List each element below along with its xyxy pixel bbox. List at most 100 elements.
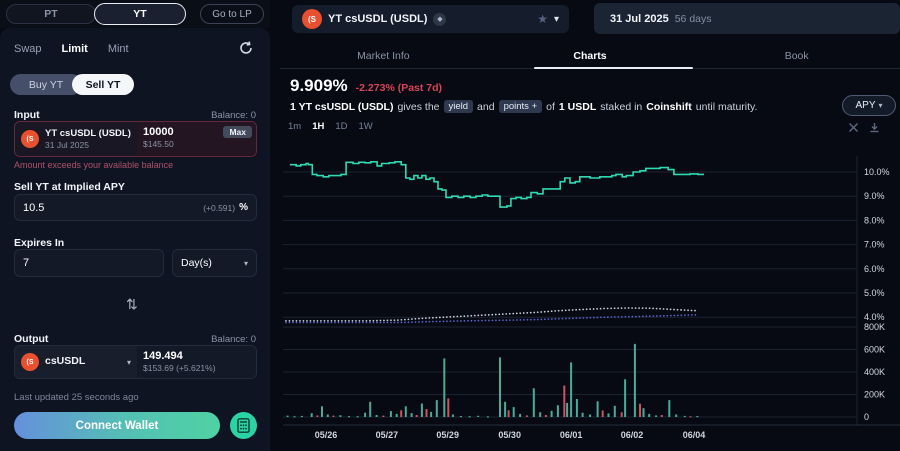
yield-badge: yield: [443, 100, 474, 113]
desc-text: until maturity.: [695, 100, 758, 113]
desc-text: gives the: [397, 100, 440, 113]
chart-unit-label: APY: [855, 100, 876, 111]
input-usd-value: $145.50: [143, 139, 174, 149]
timeframe-1w[interactable]: 1W: [358, 121, 373, 132]
expires-value: 7: [23, 257, 30, 269]
svg-text:0: 0: [864, 412, 869, 422]
top-bar: PT YT Go to LP: [0, 0, 270, 28]
points-badge: points +: [498, 100, 543, 113]
refresh-icon[interactable]: [238, 40, 254, 56]
fullscreen-icon[interactable]: [848, 122, 859, 133]
output-token-name: csUSDL: [45, 355, 86, 368]
input-balance: Balance: 0: [211, 110, 256, 121]
input-amount-field[interactable]: 10000 $145.50 Max: [137, 122, 256, 156]
svg-text:06/04: 06/04: [683, 430, 706, 440]
expires-label: Expires In: [14, 237, 65, 249]
price-header: 9.909% -2.273% (Past 7d): [290, 76, 442, 96]
coinshift-logo-icon: (S: [21, 353, 39, 371]
svg-text:05/30: 05/30: [498, 430, 521, 440]
tab-mint[interactable]: Mint: [107, 43, 129, 55]
svg-text:600K: 600K: [864, 345, 885, 355]
calculator-icon: [237, 418, 250, 433]
desc-underlying: 1 USDL: [558, 100, 597, 113]
svg-text:7.0%: 7.0%: [864, 240, 885, 250]
side-toggle: Buy YT Sell YT: [10, 74, 134, 95]
timeframe-1d[interactable]: 1D: [335, 121, 348, 132]
current-apy-value: 9.909%: [290, 76, 348, 95]
svg-text:4.0%: 4.0%: [864, 312, 885, 322]
desc-text: of: [546, 100, 555, 113]
svg-text:9.0%: 9.0%: [864, 191, 885, 201]
expires-unit: Day(s): [181, 257, 212, 269]
svg-text:400K: 400K: [864, 367, 885, 377]
implied-apy-input[interactable]: 10.5 (+0.591) %: [14, 194, 257, 221]
svg-text:6.0%: 6.0%: [864, 264, 885, 274]
svg-text:5.0%: 5.0%: [864, 288, 885, 298]
tab-pt[interactable]: PT: [6, 4, 96, 24]
chart-unit-dropdown[interactable]: APY ▾: [842, 95, 896, 116]
svg-text:8.0%: 8.0%: [864, 215, 885, 225]
output-amount-value: 149.494: [143, 350, 183, 362]
input-token-maturity: 31 Jul 2025: [45, 139, 89, 150]
buy-yt-toggle[interactable]: Buy YT: [10, 74, 82, 95]
calculator-button[interactable]: [230, 412, 257, 439]
coinshift-logo-icon: (S: [21, 130, 39, 148]
max-button[interactable]: Max: [223, 126, 252, 138]
chevron-down-icon: ▾: [553, 13, 559, 25]
trade-panel: Swap Limit Mint Buy YT Sell YT Input Bal…: [0, 28, 270, 451]
svg-text:06/01: 06/01: [560, 430, 583, 440]
days-left: 56 days: [674, 12, 712, 25]
tab-yt[interactable]: YT: [94, 3, 186, 25]
svg-text:10.0%: 10.0%: [864, 167, 890, 177]
chevron-down-icon: ▾: [126, 357, 131, 367]
tab-swap[interactable]: Swap: [14, 43, 42, 55]
maturity-date: 31 Jul 2025: [610, 12, 669, 25]
chevron-down-icon: ▾: [878, 101, 883, 110]
input-amount-value: 10000: [143, 126, 174, 138]
implied-apy-delta: (+0.591): [203, 202, 236, 213]
swap-direction-button[interactable]: ⇅: [126, 296, 138, 312]
tab-book[interactable]: Book: [784, 50, 809, 62]
implied-apy-label: Sell YT at Implied APY: [14, 181, 125, 193]
tab-market-info[interactable]: Market Info: [357, 50, 410, 62]
svg-text:05/27: 05/27: [376, 430, 399, 440]
svg-text:05/26: 05/26: [315, 430, 338, 440]
last-updated-text: Last updated 25 seconds ago: [14, 392, 139, 403]
expires-value-input[interactable]: 7: [14, 249, 164, 277]
market-token-selector[interactable]: (S YT csUSDL (USDL) ◆ ★ ▾: [292, 5, 569, 33]
maturity-info-box: 31 Jul 2025 56 days: [594, 3, 900, 34]
download-icon[interactable]: [869, 122, 880, 133]
sell-yt-toggle[interactable]: Sell YT: [72, 74, 134, 95]
favorite-star-icon[interactable]: ★: [537, 12, 548, 26]
timeframe-1m[interactable]: 1m: [288, 121, 302, 132]
output-label: Output: [14, 333, 49, 345]
output-usd-value: $153.69 (+5.621%): [143, 363, 216, 373]
market-tabs: Market Info Charts Book: [280, 44, 900, 69]
output-token-selector[interactable]: (S csUSDL ▾: [15, 346, 137, 378]
market-description: 1 YT csUSDL (USDL) gives the yield and p…: [290, 100, 757, 113]
svg-text:05/29: 05/29: [436, 430, 459, 440]
chart-toolbar: [848, 122, 880, 133]
output-balance: Balance: 0: [211, 334, 256, 345]
tab-limit[interactable]: Limit: [61, 43, 88, 55]
svg-text:06/02: 06/02: [621, 430, 644, 440]
timeframe-selector: 1m 1H 1D 1W: [288, 121, 373, 132]
expires-unit-select[interactable]: Day(s) ▾: [172, 249, 257, 277]
implied-apy-value: 10.5: [23, 201, 45, 214]
apy-change-7d: -2.273% (Past 7d): [355, 82, 443, 94]
connect-wallet-button[interactable]: Connect Wallet: [14, 412, 220, 439]
input-label: Input: [14, 109, 40, 121]
input-token-name: YT csUSDL (USDL): [45, 128, 131, 140]
input-row: (S YT csUSDL (USDL) 31 Jul 2025 10000 $1…: [14, 121, 257, 157]
coinshift-logo-icon: (S: [302, 9, 322, 29]
desc-protocol: Coinshift: [646, 100, 692, 113]
svg-text:200K: 200K: [864, 390, 885, 400]
input-token-selector[interactable]: (S YT csUSDL (USDL) 31 Jul 2025: [15, 122, 137, 156]
timeframe-1h[interactable]: 1H: [312, 121, 325, 132]
desc-token: 1 YT csUSDL (USDL): [290, 100, 394, 113]
desc-text: and: [477, 100, 495, 113]
balance-error-text: Amount exceeds your available balance: [14, 160, 174, 170]
apy-chart[interactable]: 10.0% 9.0% 8.0% 7.0% 6.0% 5.0% 4.0%800K 600K 400…: [283, 140, 900, 451]
tab-charts[interactable]: Charts: [487, 44, 694, 69]
go-to-lp-button[interactable]: Go to LP: [200, 4, 264, 24]
